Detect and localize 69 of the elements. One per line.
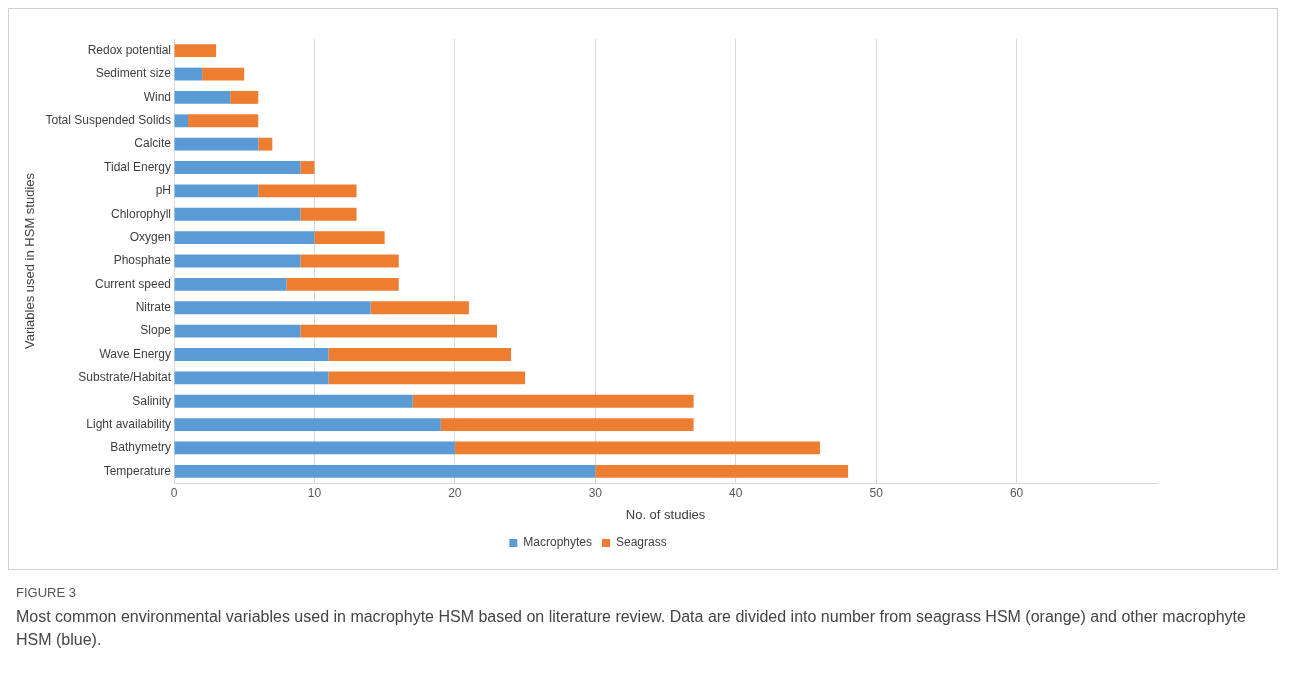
- x-tick-label: 50: [869, 485, 884, 500]
- x-tick-label: 60: [1009, 485, 1024, 500]
- bar: [174, 137, 259, 151]
- bar: [300, 207, 357, 221]
- legend-label: Macrophytes: [523, 535, 593, 550]
- y-tick-label: Light availability: [86, 416, 172, 431]
- bar: [174, 161, 301, 174]
- bar: [174, 394, 413, 408]
- caption: FIGURE 3: [16, 584, 77, 602]
- x-tick-label: 0: [170, 485, 178, 500]
- bar: [174, 254, 301, 268]
- bar: [174, 441, 455, 455]
- y-tick-label: Sediment size: [95, 66, 172, 81]
- y-tick-label: Phosphate: [113, 253, 172, 268]
- x-tick-label: 20: [448, 485, 462, 500]
- bar: [440, 418, 694, 432]
- bar: [258, 137, 273, 151]
- legend-label: Seagrass: [616, 535, 667, 550]
- y-tick-label: Chlorophyll: [110, 206, 172, 221]
- x-tick-label: 10: [307, 485, 322, 500]
- y-tick-label: Bathymetry: [110, 440, 172, 455]
- bar: [370, 301, 469, 315]
- bar: [174, 207, 301, 221]
- bar: [174, 464, 596, 478]
- bar: [300, 324, 497, 338]
- x-axis-title: No. of studies: [625, 506, 706, 522]
- x-tick-label: 40: [729, 485, 743, 500]
- bar: [174, 371, 329, 385]
- bar: [174, 348, 329, 361]
- y-tick-label: Slope: [140, 323, 172, 338]
- y-tick-label: Redox potential: [87, 43, 172, 57]
- y-tick-label: Nitrate: [135, 300, 172, 315]
- bar: [174, 184, 259, 198]
- bar: [174, 67, 203, 81]
- bar: [202, 67, 245, 81]
- y-tick-label: pH: [155, 183, 172, 198]
- bar: [174, 301, 371, 315]
- bar: [174, 277, 287, 291]
- bar: [230, 91, 259, 104]
- y-tick-label: Wind: [143, 89, 172, 104]
- y-tick-label: Calcite: [134, 136, 172, 151]
- bar: [328, 371, 526, 385]
- bar: [174, 324, 301, 338]
- y-tick-label: Salinity: [132, 393, 172, 408]
- x-tick-label: 30: [588, 485, 603, 500]
- y-tick-label: Tidal Energy: [104, 159, 172, 174]
- bar: [300, 161, 315, 174]
- bar: [314, 231, 385, 245]
- y-tick-label: Current speed: [94, 276, 172, 291]
- y-tick-label: Wave Energy: [99, 346, 172, 361]
- y-axis-title: Variables used in HSM studies: [22, 172, 38, 350]
- bar: [328, 348, 512, 361]
- bar: [412, 394, 694, 408]
- y-tick-label: Temperature: [103, 463, 172, 478]
- y-tick-label: Substrate/Habitat: [78, 370, 172, 385]
- bar: [286, 277, 399, 291]
- bar: [258, 184, 357, 198]
- bar: [174, 418, 441, 432]
- bar: [454, 441, 820, 455]
- bar: [174, 44, 217, 58]
- bar: [300, 254, 399, 268]
- bar: [174, 114, 189, 128]
- bar: [174, 91, 231, 104]
- y-tick-label: Total Suspended Solids: [45, 113, 172, 128]
- text: Most common environmental variables used in macrophyte HSM based on literature review. Data are divided into number from seagrass HSM (orange) and other macrophyte HSM (blue).: [16, 607, 1247, 650]
- bar: [188, 114, 259, 128]
- y-tick-label: Oxygen: [129, 229, 172, 244]
- bar: [174, 231, 315, 245]
- bar: [595, 464, 849, 478]
